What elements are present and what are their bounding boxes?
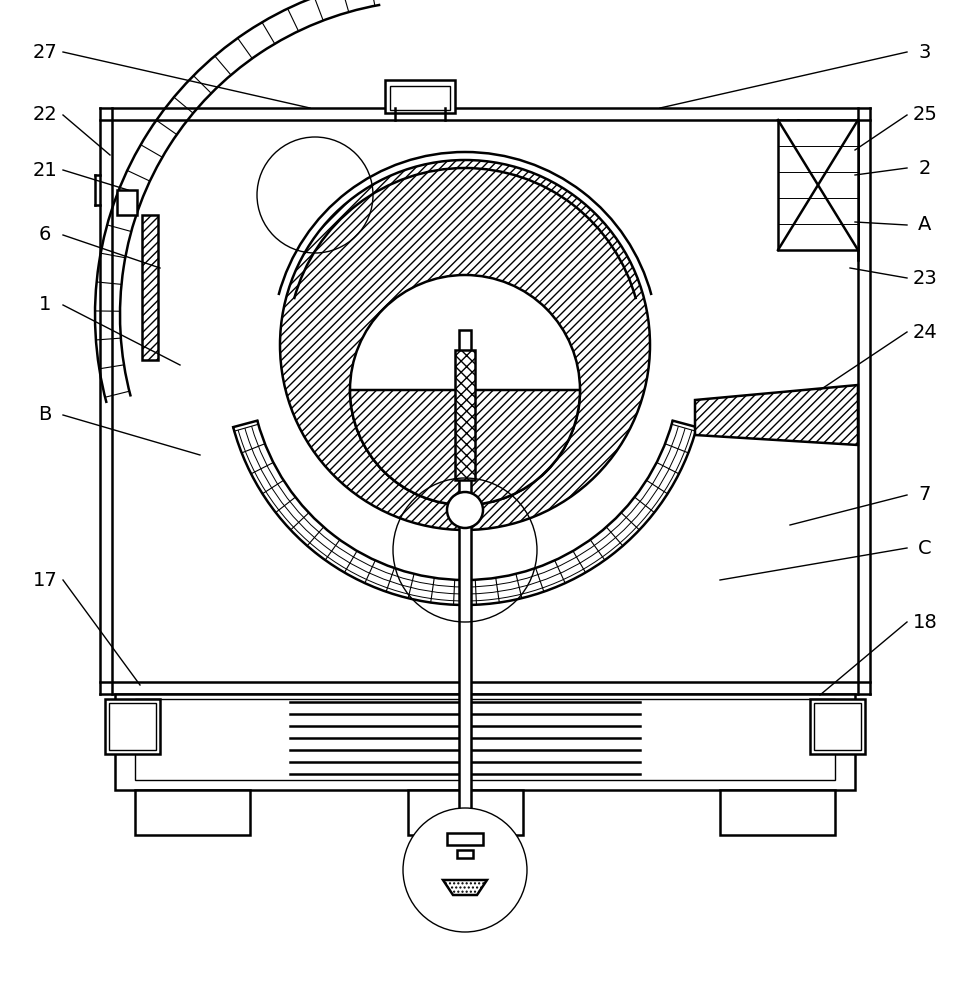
Bar [135,790,250,835]
Circle shape [403,808,527,932]
Circle shape [350,275,580,505]
Polygon shape [443,880,487,895]
Text: B: B [39,406,51,424]
Text: 7: 7 [919,486,931,504]
Text: 24: 24 [913,322,937,342]
Text: 6: 6 [39,226,51,244]
Text: 2: 2 [919,158,931,178]
Bar [385,80,455,113]
Bar [778,120,858,250]
Bar [408,790,523,835]
Bar [105,699,160,754]
Bar [455,350,475,480]
Circle shape [280,160,650,530]
Text: 25: 25 [913,105,937,124]
Text: 1: 1 [39,296,51,314]
Text: C: C [919,538,932,558]
Text: 23: 23 [913,268,937,288]
Bar [447,833,483,845]
Bar [109,703,156,750]
Bar [142,215,158,360]
Text: 22: 22 [33,105,57,124]
Bar [810,699,865,754]
Bar [135,699,835,780]
Text: 18: 18 [913,612,937,632]
Text: 3: 3 [919,42,931,62]
Bar [459,330,471,810]
Text: 21: 21 [33,160,57,180]
Wedge shape [350,390,580,505]
Bar [117,190,137,215]
Bar [390,86,450,110]
Text: 17: 17 [33,570,57,589]
Circle shape [447,492,483,528]
Bar [115,694,855,790]
Text: A: A [919,216,931,234]
Bar [814,703,861,750]
Bar [720,790,835,835]
Text: 27: 27 [33,42,57,62]
Polygon shape [695,385,858,445]
Bar [457,850,473,858]
